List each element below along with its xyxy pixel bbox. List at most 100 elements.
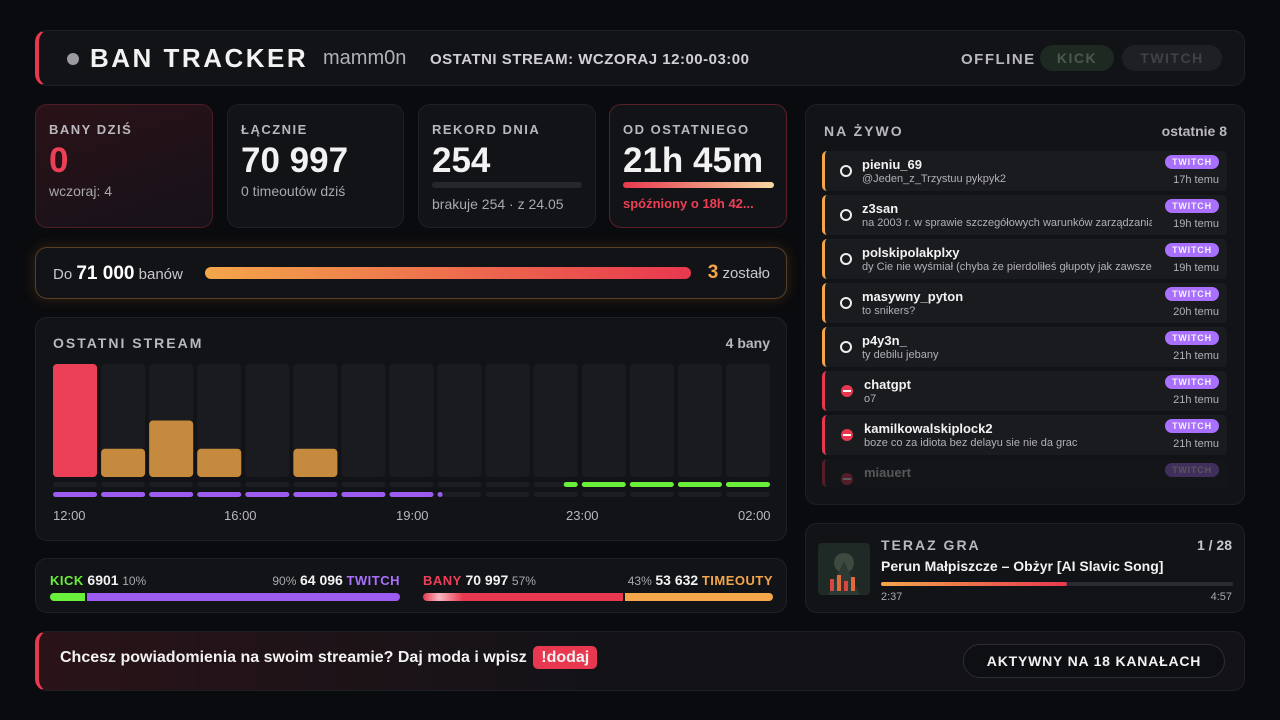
kick-activity	[725, 482, 770, 487]
twitch-activity	[389, 492, 434, 497]
platform-badge: TWITCH	[1165, 199, 1219, 213]
split-right-pct: 90%	[272, 574, 297, 588]
x-tick-label: 19:00	[396, 508, 429, 523]
feed-time: 21h temu	[1173, 350, 1219, 362]
split-left-label: KICK	[50, 573, 84, 588]
feed-message: o7	[864, 393, 877, 405]
feed-item: kamilkowalskiplock2 boze co za idiota bez…	[822, 415, 1227, 455]
split-left: BANY 70 997 57%	[423, 572, 536, 588]
timeout-icon	[840, 209, 852, 221]
split-right-value: 64 096	[300, 572, 343, 588]
np-elapsed: 2:37	[881, 591, 903, 603]
feed-time: 21h temu	[1173, 438, 1219, 450]
feed-message: dy Cie nie wyśmiał (chyba że pierdoliłeś…	[862, 261, 1152, 273]
feed-user: kamilkowalskiplock2	[864, 421, 993, 436]
kick-track	[53, 482, 98, 487]
twitch-track	[485, 492, 530, 497]
status: OFFLINE	[961, 51, 1036, 68]
twitch-button[interactable]: TWITCH	[1122, 45, 1222, 71]
split-right: 90% 64 096 TWITCH	[50, 572, 400, 588]
ban-icon	[841, 473, 853, 485]
bar-track	[437, 364, 482, 477]
cover-art	[818, 543, 870, 595]
kick-button[interactable]: KICK	[1040, 45, 1114, 71]
header: BAN TRACKER mamm0n OSTATNI STREAM: WCZOR…	[35, 30, 1245, 86]
feed-message: na 2003 r. w sprawie szczegółowych warun…	[862, 217, 1152, 229]
np-position: 1 / 28	[1196, 537, 1232, 553]
channels-button[interactable]: AKTYWNY NA 18 KANAŁACH	[963, 644, 1225, 678]
bar	[293, 448, 338, 477]
stat-label: OD OSTATNIEGO	[623, 122, 750, 137]
feed-user: z3san	[862, 201, 899, 216]
twitch-activity	[293, 492, 338, 497]
stat-card: OD OSTATNIEGO 21h 45m spóźniony o 18h 42..…	[609, 104, 787, 228]
stat-card: REKORD DNIA 254 brakuje 254 · z 24.05	[418, 104, 596, 228]
kick-track	[149, 482, 194, 487]
split-left-label: BANY	[423, 573, 462, 588]
ban-icon	[841, 385, 853, 397]
kick-activity	[677, 482, 722, 487]
feed-time: 17h temu	[1173, 174, 1219, 186]
feed-message: to snikers?	[862, 305, 916, 317]
split-right-label: TWITCH	[346, 573, 400, 588]
remaining-count: 3	[707, 262, 719, 283]
live-subtitle: ostatnie 8	[1161, 123, 1227, 139]
kick-activity	[629, 482, 674, 487]
np-title: TERAZ GRA	[881, 537, 981, 553]
feed-user: masywny_pyton	[862, 289, 964, 304]
feed-time: 20h temu	[1173, 306, 1219, 318]
bar	[53, 364, 98, 477]
now-playing: TERAZ GRA 1 / 28 Perun Małpiszcze – Obży…	[805, 523, 1245, 613]
feed-item: polskipolakplxy dy Cie nie wyśmiał (chyba…	[822, 239, 1227, 279]
bar-track	[629, 364, 674, 477]
split-right-bar	[624, 593, 773, 601]
x-tick-label: 12:00	[53, 508, 86, 523]
kick-track	[341, 482, 386, 487]
split-right-bar	[87, 593, 400, 601]
goal-target: 71 000	[76, 263, 135, 284]
kick-track	[197, 482, 242, 487]
twitch-track	[581, 492, 626, 497]
kick-track	[293, 482, 338, 487]
x-tick-label: 16:00	[224, 508, 257, 523]
platform-badge: TWITCH	[1165, 375, 1219, 389]
stat-sub: wczoraj: 4	[49, 183, 113, 199]
split-right-label: TIMEOUTY	[701, 573, 773, 588]
split-left-pct: 10%	[122, 574, 147, 588]
stat-sub: spóźniony o 18h 42...	[623, 196, 754, 211]
remaining-label: zostało	[722, 265, 770, 282]
feed-item: miauert TWITCH	[822, 459, 1227, 487]
split-left-bar	[423, 593, 623, 601]
feed-time: 19h temu	[1173, 218, 1219, 230]
bar-track	[725, 364, 770, 477]
split-left-pct: 57%	[511, 574, 536, 588]
platform-badge: TWITCH	[1165, 419, 1219, 433]
twitch-activity	[245, 492, 290, 497]
bar-track	[245, 364, 290, 477]
bar-track	[533, 364, 578, 477]
platform-badge: TWITCH	[1165, 287, 1219, 301]
ban-icon-bar	[843, 434, 851, 436]
feed-time: 21h temu	[1173, 394, 1219, 406]
stat-label: REKORD DNIA	[432, 122, 541, 137]
command: !dodaj	[533, 646, 598, 669]
stat-value: 70 997	[241, 141, 349, 180]
username: mamm0n	[323, 47, 407, 69]
footer-text: Chcesz powiadomienia na swoim streamie? …	[60, 646, 598, 669]
stat-label: ŁĄCZNIE	[241, 122, 308, 137]
ban-icon-bar	[843, 478, 851, 480]
ban-icon	[841, 429, 853, 441]
feed-user: miauert	[864, 465, 911, 480]
bar-track	[581, 364, 626, 477]
platform-badge: TWITCH	[1165, 243, 1219, 257]
goal-text: Do 71 000 banów	[53, 263, 183, 285]
feed-message: @Jeden_z_Trzystuu pykpyk2	[862, 173, 1007, 185]
twitch-activity	[149, 492, 194, 497]
feed-user: polskipolakplxy	[862, 245, 960, 260]
np-duration: 4:57	[1210, 591, 1232, 603]
timeout-icon	[840, 297, 852, 309]
feed-item: p4y3n_ ty debilu jebany TWITCH 21h temu	[822, 327, 1227, 367]
kick-track	[437, 482, 482, 487]
